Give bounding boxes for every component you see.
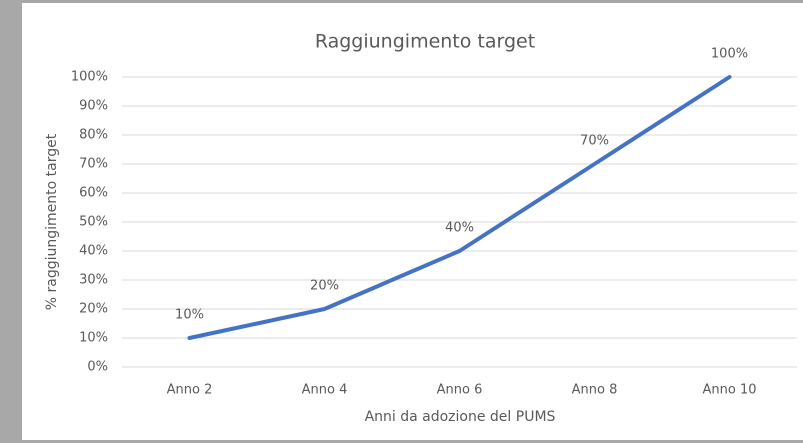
data-label: 40% (445, 221, 474, 236)
y-tick-label: 90% (79, 99, 108, 114)
x-tick-label: Anno 10 (703, 383, 757, 398)
x-axis-label: Anni da adozione del PUMS (365, 409, 556, 425)
data-label: 10% (175, 308, 204, 323)
y-tick-label: 70% (79, 157, 108, 172)
y-tick-label: 100% (71, 70, 108, 85)
data-label: 20% (310, 279, 339, 294)
y-tick-label: 50% (79, 215, 108, 230)
x-tick-label: Anno 4 (302, 383, 348, 398)
chart-title: Raggiungimento target (315, 31, 535, 53)
y-tick-label: 40% (79, 244, 108, 259)
x-tick-label: Anno 8 (572, 383, 618, 398)
y-tick-label: 10% (79, 331, 108, 346)
y-tick-label: 20% (79, 302, 108, 317)
y-tick-label: 60% (79, 186, 108, 201)
data-label: 100% (711, 47, 748, 62)
y-tick-label: 0% (87, 360, 108, 375)
y-tick-label: 30% (79, 273, 108, 288)
y-tick-label: 80% (79, 128, 108, 143)
data-line (187, 75, 732, 340)
data-label: 70% (580, 134, 609, 149)
x-tick-label: Anno 2 (167, 383, 213, 398)
x-tick-label: Anno 6 (437, 383, 483, 398)
y-axis-label: % raggiungimento target (44, 133, 60, 310)
